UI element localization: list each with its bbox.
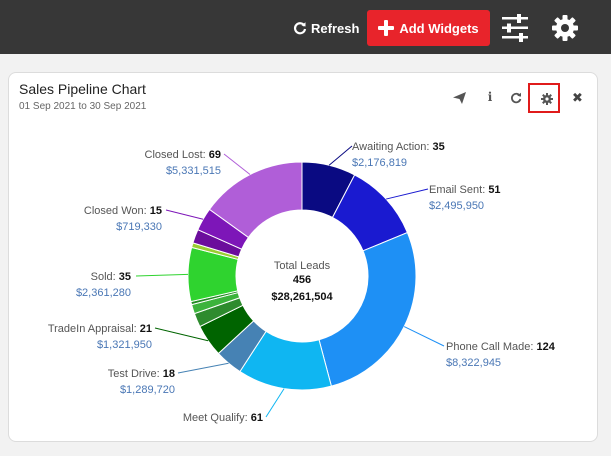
- widget-refresh-icon[interactable]: [510, 91, 522, 109]
- leader-line-sold: [135, 273, 189, 277]
- amount-sold: $2,361,280: [76, 287, 131, 299]
- amount-awaiting-action: $2,176,819: [352, 157, 407, 169]
- slice-phone-call-made[interactable]: [318, 231, 417, 387]
- sliders-icon[interactable]: [502, 14, 528, 47]
- center-title: Total Leads: [274, 260, 331, 272]
- label-awaiting-action: Awaiting Action: 35: [352, 141, 445, 153]
- plus-icon: [378, 20, 395, 36]
- label-phone-call-made: Phone Call Made: 124: [446, 341, 556, 353]
- leader-line-phone-call-made: [403, 326, 445, 347]
- amount-tradein-appraisal: $1,321,950: [97, 339, 152, 351]
- close-icon[interactable]: ✖: [572, 90, 583, 105]
- slice-closed-lost[interactable]: [208, 161, 303, 239]
- refresh-icon: [293, 21, 307, 35]
- highlighted-settings-frame: [528, 83, 560, 113]
- leader-line-email-sent: [386, 188, 429, 200]
- label-email-sent: Email Sent: 51: [429, 184, 501, 196]
- center-amount: $28,261,504: [271, 291, 333, 303]
- amount-test-drive: $1,289,720: [120, 384, 175, 396]
- leader-line-test-drive: [177, 362, 229, 374]
- widget-date-range: 01 Sep 2021 to 30 Sep 2021: [19, 101, 147, 112]
- add-widgets-label: Add Widgets: [399, 20, 479, 36]
- center-count: 456: [293, 274, 311, 286]
- settings-gear-icon[interactable]: [551, 14, 579, 47]
- label-sold: Sold: 35: [91, 271, 131, 283]
- amount-email-sent: $2,495,950: [429, 200, 484, 212]
- amount-closed-lost: $5,331,515: [166, 165, 221, 177]
- widget-settings-gear-icon[interactable]: [541, 92, 553, 110]
- refresh-button[interactable]: Refresh: [293, 18, 359, 38]
- leader-line-tradein-appraisal: [154, 327, 209, 342]
- info-icon[interactable]: i: [487, 90, 493, 104]
- label-meet-qualify: Meet Qualify: 61: [183, 412, 263, 424]
- label-test-drive: Test Drive: 18: [108, 368, 175, 380]
- widget-title: Sales Pipeline Chart: [19, 81, 146, 97]
- leader-line-meet-qualify: [265, 388, 285, 418]
- label-tradein-appraisal: TradeIn Appraisal: 21: [48, 323, 152, 335]
- send-icon[interactable]: [453, 91, 466, 109]
- label-closed-lost: Closed Lost: 69: [145, 149, 221, 161]
- amount-closed-won: $719,330: [116, 221, 162, 233]
- leader-line-awaiting-action: [328, 145, 353, 166]
- top-toolbar: Refresh Add Widgets: [0, 0, 611, 54]
- amount-phone-call-made: $8,322,945: [446, 357, 501, 369]
- refresh-label: Refresh: [311, 20, 360, 36]
- label-closed-won: Closed Won: 15: [84, 205, 162, 217]
- leader-line-closed-lost: [223, 153, 251, 175]
- add-widgets-button[interactable]: Add Widgets: [367, 10, 490, 46]
- leader-line-closed-won: [165, 209, 204, 220]
